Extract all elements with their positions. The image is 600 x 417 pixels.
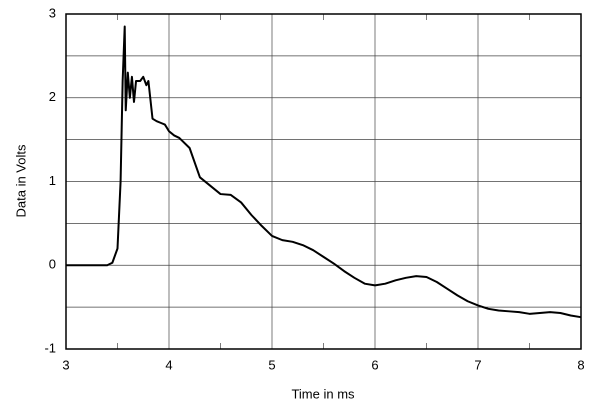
- x-tick-label: 7: [474, 357, 481, 372]
- y-tick-label: -1: [44, 340, 56, 355]
- x-tick-label: 5: [268, 357, 275, 372]
- y-tick-label: 0: [49, 257, 56, 272]
- y-axis-label: Data in Volts: [13, 144, 28, 217]
- y-tick-label: 3: [49, 5, 56, 20]
- x-tick-label: 3: [62, 357, 69, 372]
- x-tick-label: 6: [371, 357, 378, 372]
- x-axis-label: Time in ms: [291, 386, 355, 401]
- data-line: [66, 25, 582, 319]
- y-tick-label: 1: [49, 173, 56, 188]
- x-tick-label: 8: [577, 357, 584, 372]
- plot-frame: [65, 13, 582, 350]
- x-tick-label: 4: [165, 357, 172, 372]
- y-tick-label: 2: [49, 89, 56, 104]
